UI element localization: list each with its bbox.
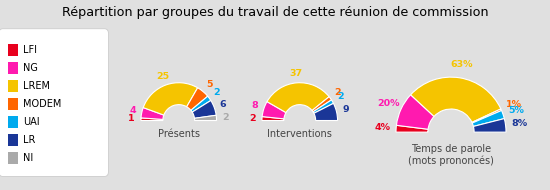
Wedge shape <box>396 125 428 132</box>
Wedge shape <box>262 102 286 119</box>
Wedge shape <box>397 95 434 129</box>
Text: Répartition par groupes du travail de cette réunion de commission: Répartition par groupes du travail de ce… <box>62 6 488 19</box>
Text: 1: 1 <box>128 114 135 123</box>
Text: 1%: 1% <box>506 100 522 109</box>
Text: 8: 8 <box>251 101 258 110</box>
Text: 2: 2 <box>249 114 256 123</box>
Text: 37: 37 <box>289 69 302 78</box>
Text: 2: 2 <box>214 88 221 97</box>
Bar <box>8 116 18 128</box>
Wedge shape <box>472 109 502 123</box>
Text: 6: 6 <box>220 100 227 109</box>
Bar <box>8 44 18 56</box>
Bar <box>8 98 18 110</box>
Text: 2: 2 <box>223 113 229 122</box>
FancyBboxPatch shape <box>0 29 108 177</box>
Text: 5: 5 <box>206 80 212 89</box>
Bar <box>8 62 18 74</box>
Wedge shape <box>141 108 164 120</box>
Text: LR: LR <box>23 135 35 145</box>
Bar <box>8 134 18 146</box>
Wedge shape <box>472 111 504 126</box>
Text: LREM: LREM <box>23 81 50 91</box>
Text: MODEM: MODEM <box>23 99 62 109</box>
Wedge shape <box>313 100 333 113</box>
Text: NG: NG <box>23 63 38 73</box>
Text: 4%: 4% <box>375 123 390 132</box>
Text: 2: 2 <box>337 92 344 101</box>
Text: 20%: 20% <box>377 99 400 108</box>
Text: LFI: LFI <box>23 45 37 55</box>
Text: Interventions: Interventions <box>267 129 332 139</box>
Wedge shape <box>262 117 284 120</box>
Wedge shape <box>186 88 208 110</box>
Bar <box>8 80 18 92</box>
Wedge shape <box>314 103 338 120</box>
Wedge shape <box>192 101 216 118</box>
Text: 4: 4 <box>129 106 136 115</box>
Text: 8%: 8% <box>511 119 527 128</box>
Wedge shape <box>195 115 217 120</box>
Text: 5%: 5% <box>508 106 524 115</box>
Text: 63%: 63% <box>450 60 473 69</box>
Wedge shape <box>474 119 506 132</box>
Text: UAI: UAI <box>23 117 40 127</box>
Wedge shape <box>267 83 329 113</box>
Bar <box>8 152 18 164</box>
Wedge shape <box>143 83 197 115</box>
Wedge shape <box>191 96 211 112</box>
Text: Présents: Présents <box>158 129 200 139</box>
Text: 9: 9 <box>343 105 349 114</box>
Text: 2: 2 <box>335 88 342 97</box>
Text: 25: 25 <box>156 72 169 81</box>
Wedge shape <box>411 77 501 122</box>
Wedge shape <box>312 97 332 112</box>
Wedge shape <box>141 118 163 120</box>
Text: NI: NI <box>23 153 34 163</box>
Text: Temps de parole
(mots prononcés): Temps de parole (mots prononcés) <box>408 144 494 166</box>
